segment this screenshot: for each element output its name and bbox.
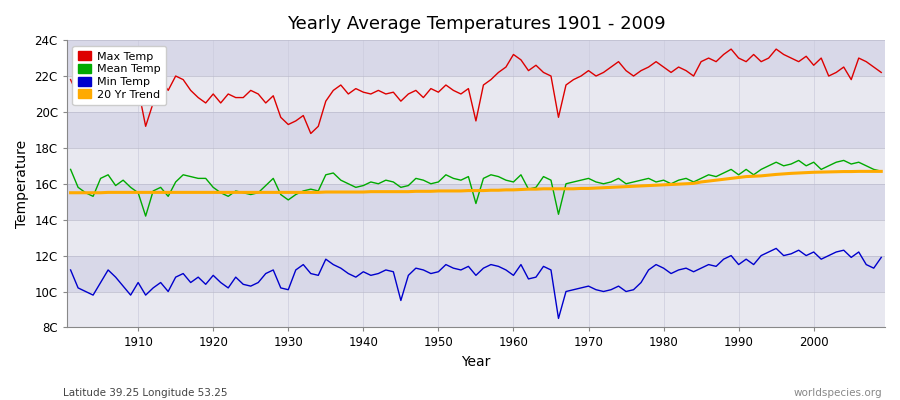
Bar bbox=[67, 40, 885, 76]
Text: worldspecies.org: worldspecies.org bbox=[794, 388, 882, 398]
Bar bbox=[67, 112, 885, 148]
Legend: Max Temp, Mean Temp, Min Temp, 20 Yr Trend: Max Temp, Mean Temp, Min Temp, 20 Yr Tre… bbox=[72, 46, 166, 105]
Bar bbox=[67, 148, 885, 184]
Bar bbox=[67, 220, 885, 256]
Bar bbox=[67, 76, 885, 112]
Bar bbox=[67, 256, 885, 292]
Title: Yearly Average Temperatures 1901 - 2009: Yearly Average Temperatures 1901 - 2009 bbox=[286, 15, 665, 33]
Text: Latitude 39.25 Longitude 53.25: Latitude 39.25 Longitude 53.25 bbox=[63, 388, 228, 398]
X-axis label: Year: Year bbox=[461, 355, 491, 369]
Bar bbox=[67, 292, 885, 328]
Y-axis label: Temperature: Temperature bbox=[15, 140, 29, 228]
Bar bbox=[67, 184, 885, 220]
